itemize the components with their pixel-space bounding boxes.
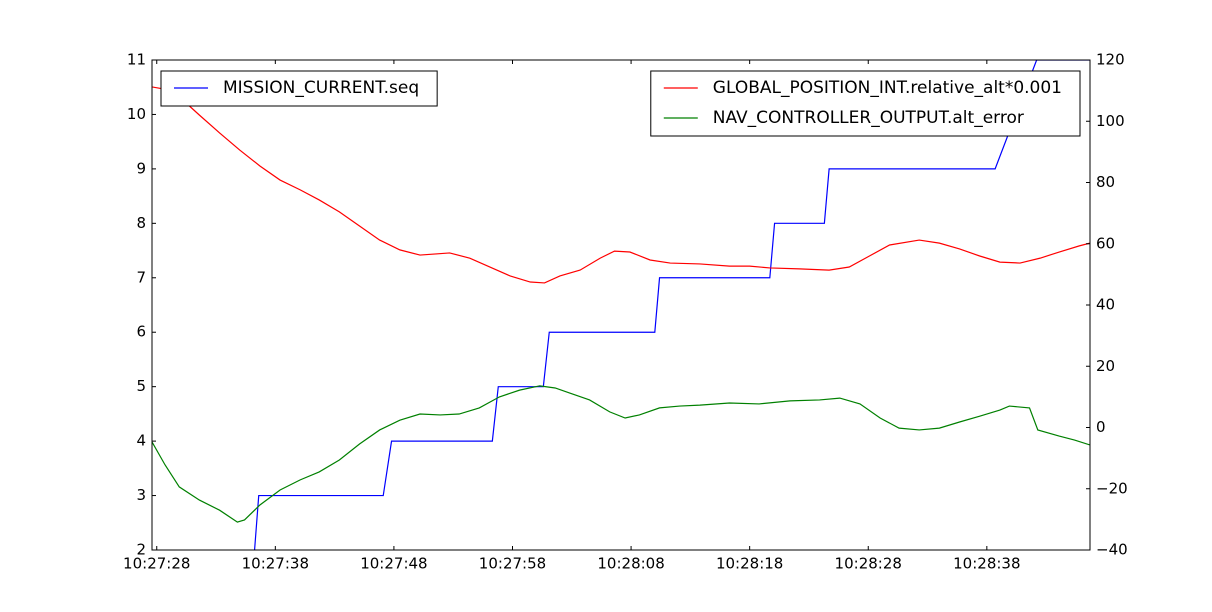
- legend-label: NAV_CONTROLLER_OUTPUT.alt_error: [713, 108, 1024, 128]
- y2-tick-label: −40: [1096, 541, 1128, 559]
- legend-label: GLOBAL_POSITION_INT.relative_alt*0.001: [713, 78, 1062, 98]
- legend-label: MISSION_CURRENT.seq: [223, 78, 419, 98]
- x-tick-label: 10:28:28: [835, 555, 902, 573]
- legend: MISSION_CURRENT.seq: [160, 70, 438, 107]
- y2-tick-label: 60: [1096, 234, 1115, 252]
- y-tick-label: 9: [136, 159, 146, 177]
- series-line: [152, 86, 1090, 284]
- y-tick-label: 5: [136, 377, 146, 395]
- y-tick-label: 10: [127, 105, 146, 123]
- y2-tick-label: 120: [1096, 51, 1125, 69]
- y-tick-label: 2: [136, 541, 146, 559]
- y2-tick-label: 0: [1096, 418, 1106, 436]
- x-tick-label: 10:27:48: [360, 555, 427, 573]
- y-tick-label: 8: [136, 214, 146, 232]
- x-tick-label: 10:28:18: [716, 555, 783, 573]
- x-tick-label: 10:28:38: [953, 555, 1020, 573]
- plot-lines: [152, 60, 1090, 550]
- legend-box: [650, 70, 1081, 137]
- y-tick-label: 11: [127, 51, 146, 69]
- y-tick-label: 6: [136, 323, 146, 341]
- y2-tick-label: 100: [1096, 112, 1125, 130]
- y2-tick-label: 20: [1096, 357, 1115, 375]
- legend: GLOBAL_POSITION_INT.relative_alt*0.001 NA…: [650, 70, 1081, 137]
- x-tick-label: 10:27:58: [479, 555, 546, 573]
- series-line: [152, 385, 1090, 523]
- x-tick-label: 10:27:28: [123, 555, 190, 573]
- series-line: [253, 60, 1090, 550]
- y2-tick-label: −20: [1096, 479, 1128, 497]
- y-tick-label: 3: [136, 486, 146, 504]
- y2-tick-label: 40: [1096, 296, 1115, 314]
- x-tick-label: 10:27:38: [242, 555, 309, 573]
- x-tick-label: 10:28:08: [597, 555, 664, 573]
- y2-tick-label: 80: [1096, 173, 1115, 191]
- y-tick-label: 4: [136, 432, 146, 450]
- y-tick-label: 7: [136, 268, 146, 286]
